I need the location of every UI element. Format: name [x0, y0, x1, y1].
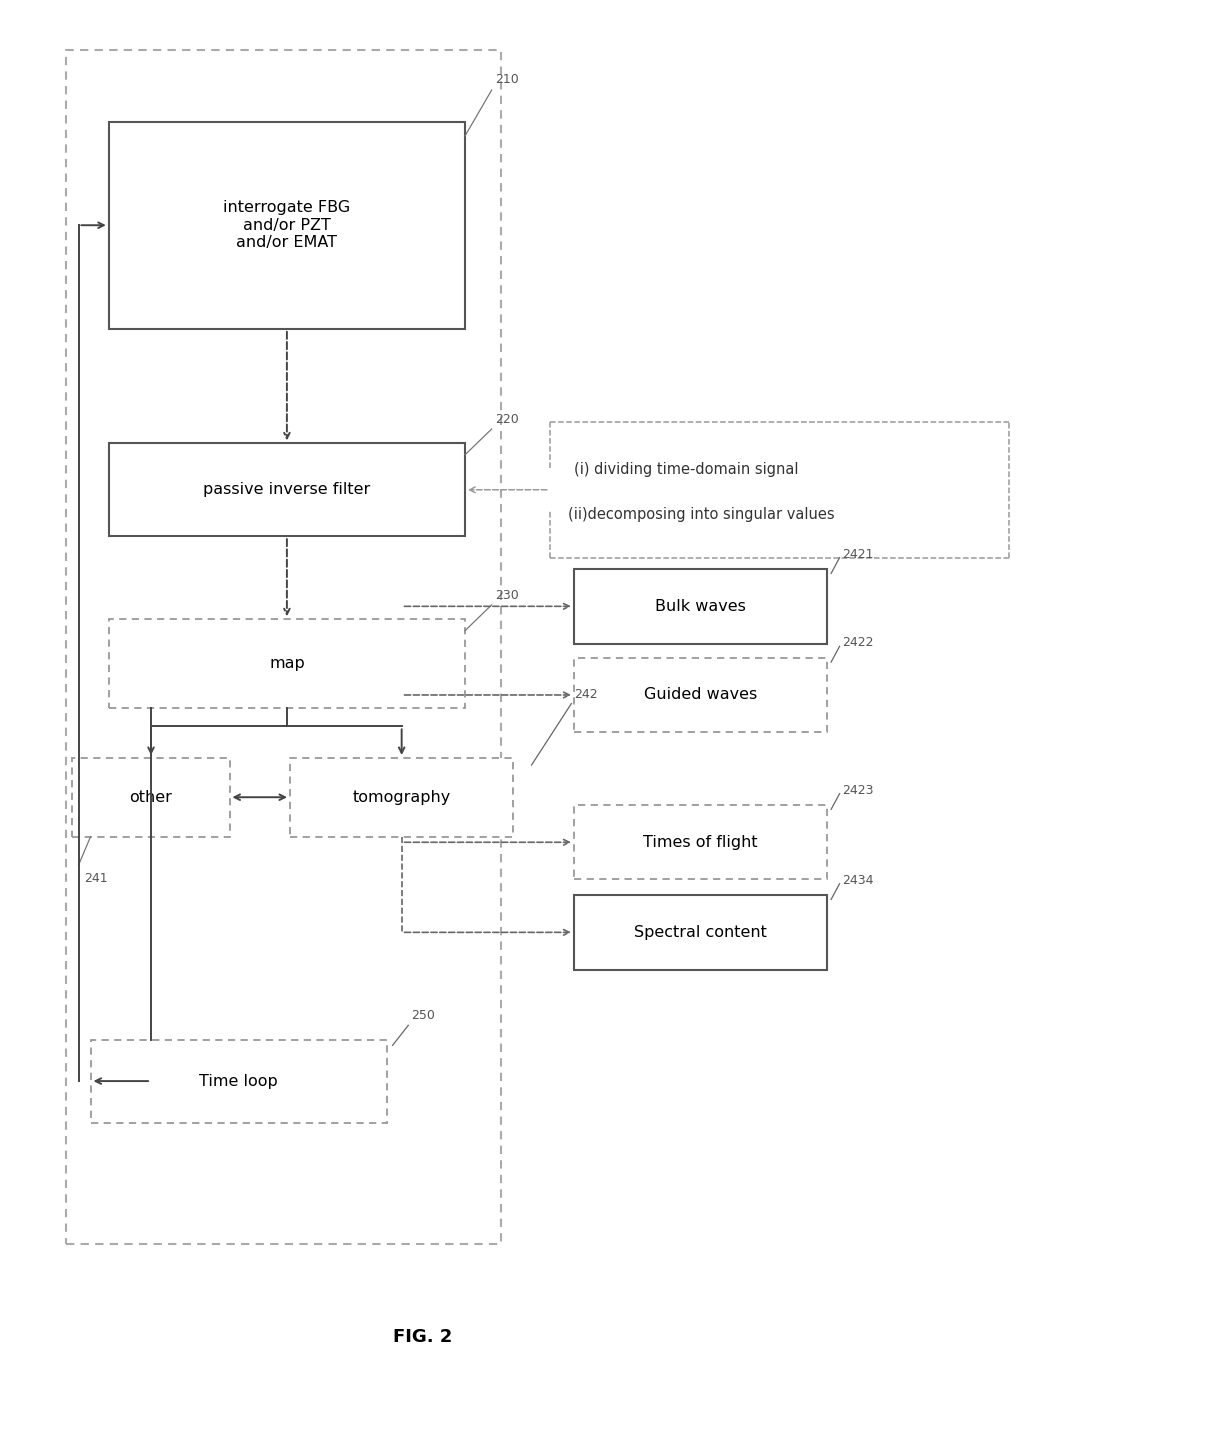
Bar	[66, 50, 501, 1244]
Bar	[290, 758, 513, 837]
Bar	[109, 443, 465, 536]
Text: (ii)decomposing into singular values: (ii)decomposing into singular values	[568, 506, 835, 522]
Bar	[72, 758, 230, 837]
Text: Time loop: Time loop	[199, 1074, 278, 1088]
Text: 210: 210	[495, 73, 519, 86]
Text: 241: 241	[85, 872, 109, 885]
Bar	[91, 1040, 387, 1123]
Text: tomography: tomography	[353, 789, 451, 805]
Text: Times of flight: Times of flight	[644, 835, 757, 849]
Bar	[574, 569, 827, 644]
Text: 2421: 2421	[842, 548, 873, 561]
Bar	[109, 619, 465, 708]
Text: 230: 230	[495, 589, 519, 602]
Text: map: map	[269, 656, 304, 671]
Text: interrogate FBG
and/or PZT
and/or EMAT: interrogate FBG and/or PZT and/or EMAT	[223, 200, 350, 250]
Bar	[109, 122, 465, 329]
Text: 2423: 2423	[842, 784, 873, 797]
Text: passive inverse filter: passive inverse filter	[203, 482, 371, 498]
Text: Spectral content: Spectral content	[634, 925, 767, 940]
Text: Guided waves: Guided waves	[644, 688, 757, 702]
Text: Bulk waves: Bulk waves	[655, 599, 747, 613]
Bar	[574, 805, 827, 879]
Text: 250: 250	[411, 1010, 435, 1022]
Text: (i) dividing time-domain signal: (i) dividing time-domain signal	[574, 462, 798, 476]
Bar	[574, 658, 827, 732]
Bar	[574, 895, 827, 970]
Text: 2434: 2434	[842, 874, 873, 887]
Text: 2422: 2422	[842, 636, 873, 649]
Text: FIG. 2: FIG. 2	[393, 1328, 453, 1346]
Text: 220: 220	[495, 413, 519, 426]
Text: 242: 242	[574, 688, 598, 701]
Text: other: other	[129, 789, 173, 805]
